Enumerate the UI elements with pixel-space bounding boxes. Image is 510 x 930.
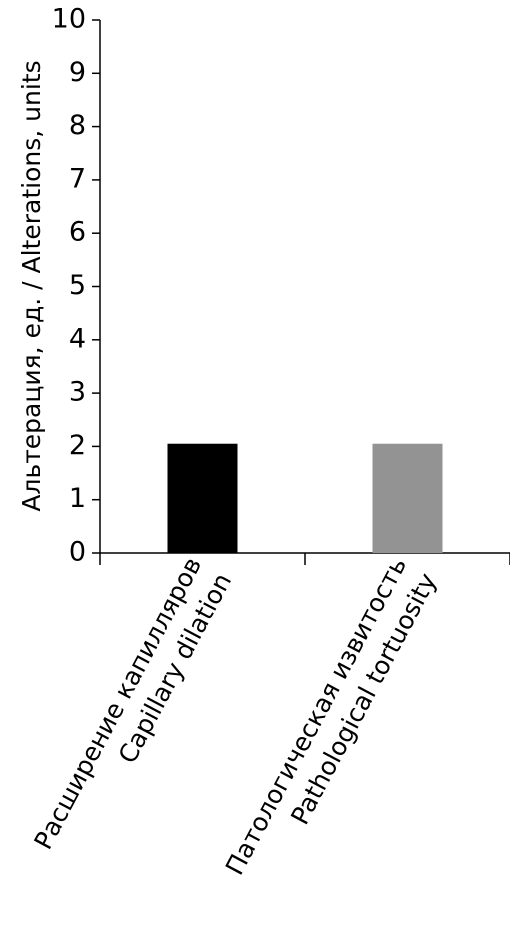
y-tick-label-9: 9 xyxy=(69,57,86,88)
y-ticks: 0 1 2 3 4 5 6 7 8 9 10 xyxy=(52,4,100,568)
bar-2 xyxy=(372,443,443,553)
bars xyxy=(167,443,443,553)
category-label-2-line-1: Патологическая извитость xyxy=(220,552,412,879)
y-tick-label-5: 5 xyxy=(69,270,86,301)
y-tick-label-3: 3 xyxy=(69,377,86,408)
y-tick-label-2: 2 xyxy=(69,430,86,461)
y-tick-label-1: 1 xyxy=(69,483,86,514)
y-axis: 0 1 2 3 4 5 6 7 8 9 10 xyxy=(52,4,101,568)
y-tick-label-10: 10 xyxy=(52,4,86,35)
y-axis-title: Альтерация, ед. / Alterations, units xyxy=(17,60,46,511)
bar-1 xyxy=(167,443,238,553)
x-axis xyxy=(99,552,510,565)
category-label-1-line-1: Расширение капилляров xyxy=(28,552,207,854)
y-tick-label-6: 6 xyxy=(69,217,86,248)
y-tick-label-8: 8 xyxy=(69,110,86,141)
y-tick-label-7: 7 xyxy=(69,163,86,194)
x-ticks xyxy=(99,553,510,565)
y-tick-label-4: 4 xyxy=(69,323,86,354)
y-tick-label-0: 0 xyxy=(69,537,86,568)
